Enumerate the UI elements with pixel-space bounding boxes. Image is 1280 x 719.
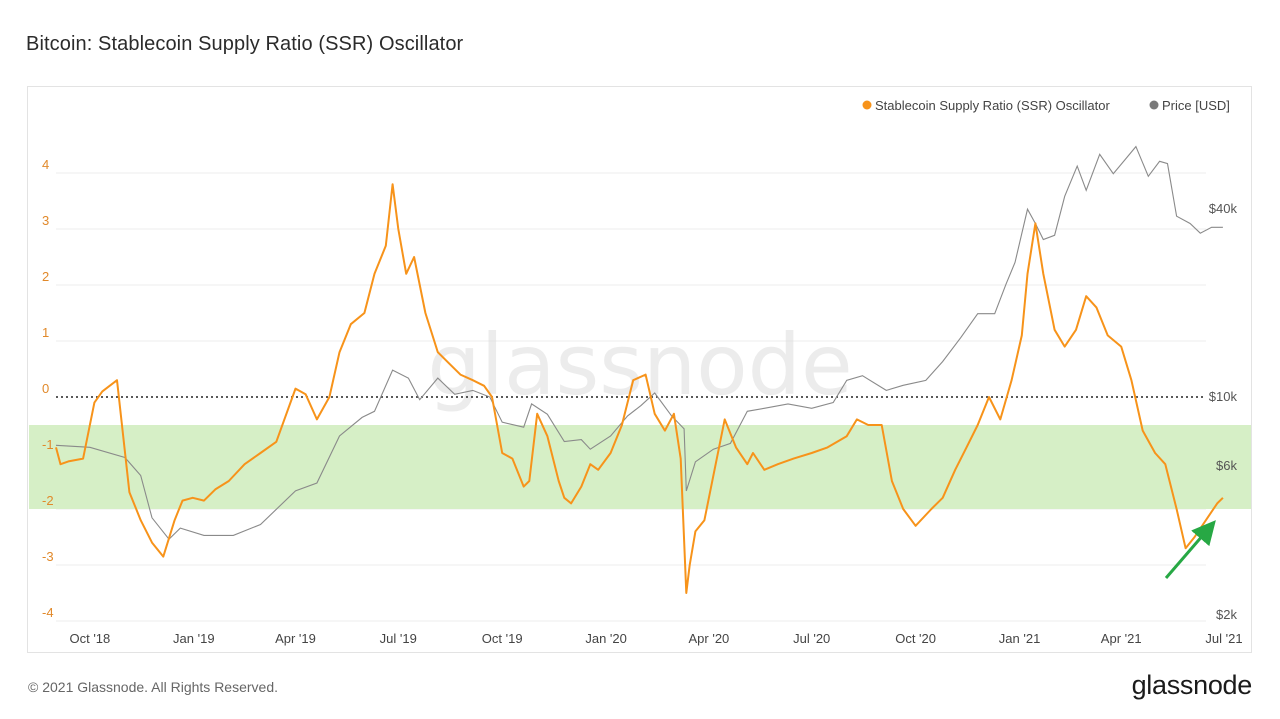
- x-tick-label: Jul '20: [793, 631, 830, 646]
- right-axis-ticks: $40k $10k $6k $2k: [1209, 201, 1238, 622]
- x-tick-label: Oct '20: [895, 631, 936, 646]
- footer-copyright: © 2021 Glassnode. All Rights Reserved.: [28, 679, 279, 695]
- left-tick-label: 4: [42, 157, 49, 172]
- left-tick-label: -3: [42, 549, 54, 564]
- page-title: Bitcoin: Stablecoin Supply Ratio (SSR) O…: [26, 33, 464, 55]
- price-series-line: [55, 145, 1223, 541]
- x-tick-label: Jul '21: [1205, 631, 1242, 646]
- right-tick-label: $40k: [1209, 201, 1238, 216]
- left-tick-label: -4: [42, 605, 54, 620]
- chart-frame: glassnode 4 3 2 1 0 -1 -2 -3 -4 $40k $10k $6k $2k O…: [27, 86, 1252, 653]
- right-tick-label: $2k: [1216, 607, 1237, 622]
- left-tick-label: 0: [42, 381, 49, 396]
- legend-label-price: Price [USD]: [1162, 98, 1230, 113]
- left-tick-label: -2: [42, 493, 54, 508]
- x-tick-label: Jan '19: [173, 631, 215, 646]
- x-tick-label: Apr '20: [689, 631, 730, 646]
- x-tick-label: Apr '21: [1101, 631, 1142, 646]
- legend-dot-ssr: [862, 100, 872, 110]
- left-tick-label: 2: [42, 269, 49, 284]
- trend-arrow-icon: [1164, 520, 1216, 579]
- x-tick-label: Oct '18: [69, 631, 110, 646]
- right-tick-label: $10k: [1209, 389, 1238, 404]
- legend: Stablecoin Supply Ratio (SSR) Oscillator…: [862, 98, 1230, 113]
- x-tick-label: Apr '19: [275, 631, 316, 646]
- x-tick-label: Jan '21: [999, 631, 1041, 646]
- left-axis-ticks: 4 3 2 1 0 -1 -2 -3 -4: [42, 157, 54, 620]
- legend-dot-price: [1149, 100, 1159, 110]
- brand-logo: glassnode: [1131, 670, 1253, 700]
- x-tick-label: Jan '20: [585, 631, 627, 646]
- x-axis-ticks: Oct '18 Jan '19 Apr '19 Jul '19 Oct '19 Jan '…: [69, 631, 1242, 646]
- neutral-band: [29, 425, 1251, 509]
- left-tick-label: 1: [42, 325, 49, 340]
- legend-label-ssr: Stablecoin Supply Ratio (SSR) Oscillator: [875, 98, 1110, 113]
- ssr-oscillator-series-line: [55, 183, 1224, 594]
- x-tick-label: Jul '19: [380, 631, 417, 646]
- left-tick-label: -1: [42, 437, 54, 452]
- x-tick-label: Oct '19: [482, 631, 523, 646]
- left-tick-label: 3: [42, 213, 49, 228]
- right-tick-label: $6k: [1216, 458, 1237, 473]
